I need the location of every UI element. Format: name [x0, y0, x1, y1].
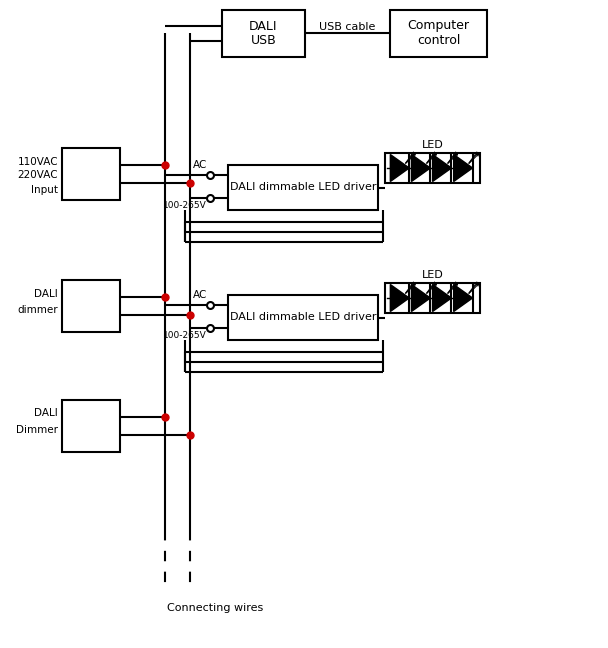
Text: DALI dimmable LED driver: DALI dimmable LED driver	[230, 312, 376, 323]
Text: USB cable: USB cable	[319, 22, 376, 32]
Polygon shape	[454, 154, 472, 181]
Text: dimmer: dimmer	[18, 305, 58, 315]
Text: Connecting wires: Connecting wires	[167, 603, 263, 613]
Polygon shape	[412, 154, 430, 181]
Bar	[228, 295, 378, 340]
Bar	[390, 10, 487, 57]
Polygon shape	[454, 284, 472, 312]
Text: AC: AC	[193, 290, 207, 300]
Bar	[62, 400, 120, 452]
Polygon shape	[432, 284, 452, 312]
Text: 100-265V: 100-265V	[164, 201, 207, 210]
Text: DALI
USB: DALI USB	[249, 19, 278, 47]
Bar	[62, 148, 120, 200]
Text: 100-265V: 100-265V	[164, 331, 207, 340]
Text: DALI: DALI	[34, 408, 58, 418]
Text: 220VAC: 220VAC	[18, 170, 58, 180]
Text: DALI dimmable LED driver: DALI dimmable LED driver	[230, 183, 376, 192]
Text: Computer
control: Computer control	[407, 19, 469, 47]
Text: DALI: DALI	[34, 289, 58, 299]
Polygon shape	[432, 154, 452, 181]
Bar	[385, 153, 480, 183]
Text: 110VAC: 110VAC	[18, 157, 58, 167]
Polygon shape	[390, 284, 409, 312]
Bar	[228, 165, 378, 210]
Text: LED: LED	[421, 270, 443, 280]
Bar	[385, 283, 480, 313]
Bar	[222, 10, 305, 57]
Text: LED: LED	[421, 140, 443, 150]
Bar	[62, 280, 120, 332]
Text: Dimmer: Dimmer	[16, 425, 58, 435]
Polygon shape	[412, 284, 430, 312]
Text: AC: AC	[193, 160, 207, 170]
Polygon shape	[390, 154, 409, 181]
Text: Input: Input	[31, 185, 58, 195]
